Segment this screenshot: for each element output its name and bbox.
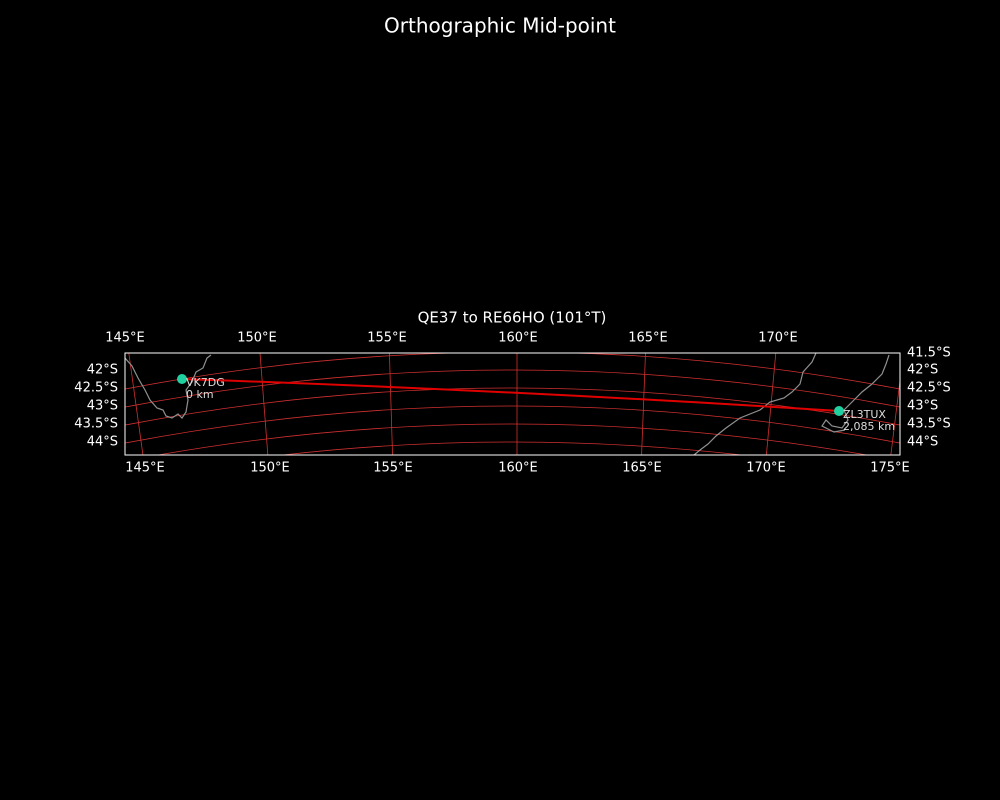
meridian	[259, 353, 269, 455]
left-lat-label: 43.5°S	[74, 417, 118, 432]
station-distance: 2,085 km	[843, 420, 895, 433]
right-lat-label: 41.5°S	[907, 346, 951, 361]
station-name: VK7DG	[186, 376, 225, 389]
bottom-lon-label: 160°E	[498, 461, 538, 476]
coastline	[821, 354, 890, 433]
top-lon-label: 170°E	[758, 331, 798, 346]
left-lat-label: 44°S	[87, 435, 118, 450]
meridian	[641, 353, 646, 455]
map-frame	[124, 352, 901, 456]
parallel	[125, 405, 900, 444]
meridian	[890, 377, 900, 455]
map-title: QE37 to RE66HO (101°T)	[418, 309, 607, 327]
meridian	[765, 353, 777, 455]
top-lon-label: 145°E	[105, 331, 145, 346]
right-lat-label: 43.5°S	[907, 417, 951, 432]
top-lon-label: 160°E	[498, 331, 538, 346]
figure-title: Orthographic Mid-point	[384, 14, 616, 38]
parallel	[125, 353, 900, 390]
bottom-lon-label: 170°E	[746, 461, 786, 476]
station-marker	[177, 374, 187, 384]
great-circle-path	[181, 378, 840, 412]
station-name: ZL3TUX	[843, 408, 886, 421]
bottom-lon-label: 175°E	[870, 461, 910, 476]
meridian	[388, 353, 393, 455]
map-area	[125, 353, 900, 455]
bottom-lon-label: 150°E	[250, 461, 290, 476]
right-lat-label: 44°S	[907, 435, 938, 450]
axis-labels: 145°E 150°E 155°E 160°E 165°E 170°E 145°E 150°E…	[74, 331, 950, 476]
parallel	[125, 369, 900, 408]
top-lon-label: 165°E	[628, 331, 668, 346]
left-lat-label: 43°S	[87, 399, 118, 414]
station-marker	[834, 406, 844, 416]
bottom-lon-label: 165°E	[622, 461, 662, 476]
right-lat-label: 42°S	[907, 363, 938, 378]
parallel	[279, 441, 746, 455]
bottom-lon-label: 145°E	[125, 461, 165, 476]
top-lon-label: 150°E	[237, 331, 277, 346]
bottom-lon-label: 155°E	[373, 461, 413, 476]
top-lon-label: 155°E	[367, 331, 407, 346]
coastline	[125, 354, 212, 419]
right-lat-label: 42.5°S	[907, 381, 951, 396]
right-lat-label: 43°S	[907, 399, 938, 414]
parallel	[156, 423, 869, 455]
graticule	[125, 353, 900, 455]
left-lat-label: 42.5°S	[74, 381, 118, 396]
station-distance: 0 km	[186, 388, 214, 401]
left-lat-label: 42°S	[87, 363, 118, 378]
